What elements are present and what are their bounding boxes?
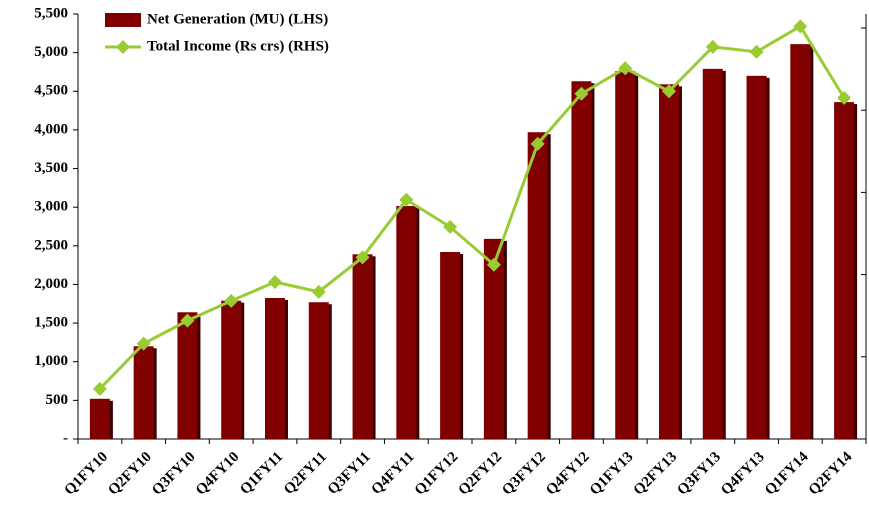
bar — [615, 71, 636, 439]
x-tick-label: Q3FY13 — [674, 449, 724, 499]
bar — [177, 312, 198, 439]
marker — [355, 250, 370, 265]
bar — [265, 297, 285, 439]
y-tick-label: 1,000 — [34, 353, 68, 369]
x-tick-label: Q4FY13 — [718, 449, 768, 499]
y-tick-label: 2,500 — [34, 237, 68, 253]
marker — [224, 293, 239, 308]
x-tick-label: Q4FY10 — [193, 449, 243, 499]
x-tick-label: Q2FY13 — [631, 449, 681, 499]
marker — [574, 86, 589, 101]
x-tick-label: Q2FY14 — [806, 449, 856, 499]
x-tick-label: Q4FY11 — [369, 449, 418, 498]
marker — [136, 336, 151, 351]
bar — [746, 75, 767, 440]
legend-swatch — [105, 13, 141, 27]
y-tick-label: 2,000 — [34, 276, 68, 292]
y-tick-label: 500 — [46, 392, 69, 408]
y-tick-label: 1,500 — [34, 315, 68, 331]
marker — [530, 136, 545, 151]
x-tick-label: Q3FY11 — [325, 449, 374, 498]
marker — [268, 274, 282, 289]
bar — [834, 102, 855, 439]
bar — [571, 81, 592, 440]
bar — [396, 206, 417, 439]
marker — [705, 39, 720, 54]
y-tick-label: 3,000 — [34, 199, 68, 215]
bar — [483, 238, 504, 439]
bar — [659, 84, 679, 440]
x-tick-label: Q1FY11 — [237, 449, 286, 498]
marker — [749, 44, 764, 59]
x-tick-label: Q4FY12 — [543, 449, 593, 499]
x-tick-label: Q1FY10 — [62, 449, 112, 499]
marker — [618, 61, 633, 76]
x-tick-label: Q1FY12 — [412, 449, 462, 499]
legend-swatch — [116, 40, 130, 54]
y-tick-label: 3,500 — [34, 160, 68, 176]
legend-label: Net Generation (MU) (LHS) — [147, 11, 328, 27]
x-tick-label: Q1FY14 — [762, 449, 812, 499]
x-tick-label: Q2FY11 — [281, 449, 330, 498]
marker — [662, 84, 676, 99]
y-tick-label: 4,000 — [34, 121, 68, 137]
marker — [486, 257, 501, 272]
bar — [221, 300, 242, 439]
line — [98, 24, 846, 390]
marker — [793, 19, 808, 34]
x-tick-label: Q2FY12 — [456, 449, 506, 499]
bar — [89, 398, 110, 439]
marker — [399, 192, 414, 207]
bar — [352, 254, 373, 439]
marker — [837, 90, 852, 105]
x-tick-label: Q3FY10 — [149, 449, 199, 499]
bar — [527, 132, 548, 439]
bar — [133, 346, 154, 439]
y-tick-label: 5,500 — [34, 5, 68, 21]
x-tick-label: Q2FY10 — [105, 449, 155, 499]
legend-label: Total Income (Rs crs) (RHS) — [147, 38, 329, 54]
y-tick-label: - — [63, 430, 68, 446]
bar — [440, 252, 461, 439]
bar — [702, 68, 723, 439]
y-tick-label: 5,000 — [34, 44, 68, 60]
y-tick-label: 4,500 — [34, 83, 68, 99]
x-tick-label: Q3FY12 — [499, 449, 549, 499]
marker — [180, 313, 195, 328]
x-tick-label: Q1FY13 — [587, 449, 637, 499]
marker — [443, 219, 458, 234]
bar — [790, 44, 811, 440]
bar — [308, 302, 329, 439]
marker — [92, 381, 107, 396]
marker — [311, 284, 326, 299]
